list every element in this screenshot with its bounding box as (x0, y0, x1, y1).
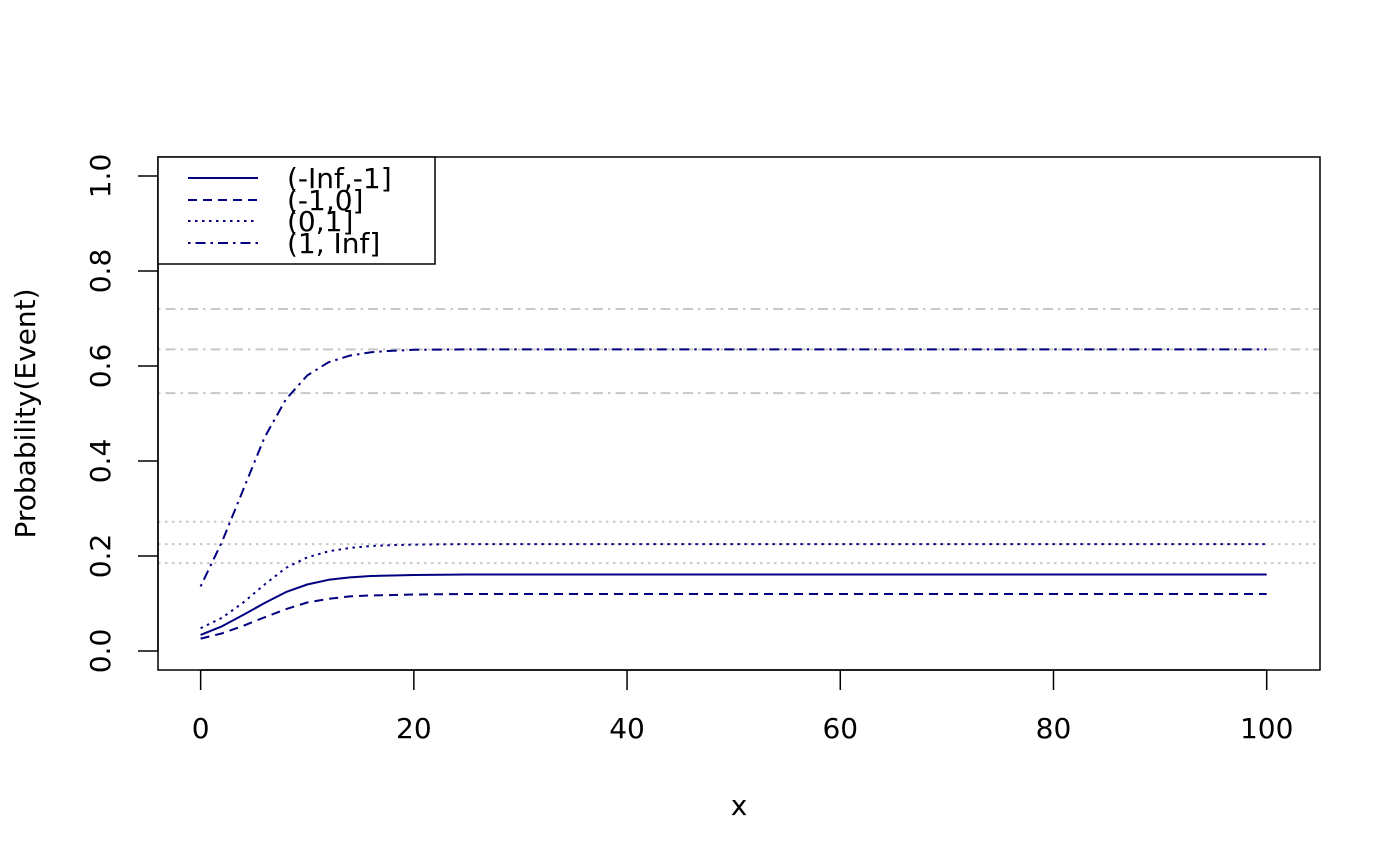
y-tick-label: 1.0 (84, 154, 117, 199)
legend-label-3: (0,1] (287, 205, 353, 238)
y-tick-label: 0.6 (84, 344, 117, 389)
y-tick-label: 0.8 (84, 249, 117, 294)
reference-lines (158, 308, 1320, 565)
series-line-4 (199, 348, 1267, 587)
x-tick-label: 0 (192, 712, 210, 745)
series-line-3 (200, 543, 1267, 630)
y-tick-label: 0.0 (84, 629, 117, 674)
x-tick-label: 100 (1240, 712, 1293, 745)
legend-label-1: (-Inf,-1] (287, 162, 392, 195)
x-tick-label: 20 (396, 712, 432, 745)
x-axis-label: x (731, 789, 748, 822)
series-lines (199, 348, 1267, 640)
legend-label-4: (1, Inf] (287, 227, 380, 260)
legend: (-Inf,-1](-1,0](0,1](1, Inf] (157, 156, 436, 265)
x-tick-label: 60 (822, 712, 858, 745)
series-line-1 (200, 573, 1267, 636)
x-tick-label: 80 (1036, 712, 1072, 745)
series-line-2 (200, 593, 1267, 640)
y-tick-label: 0.2 (84, 534, 117, 579)
y-tick-label: 0.4 (84, 439, 117, 484)
x-tick-label: 40 (609, 712, 645, 745)
y-axis-label: Probability(Event) (9, 288, 42, 538)
legend-box (157, 156, 436, 265)
y-axis: 0.0 0.2 0.4 0.6 0.8 1.0 (84, 154, 159, 674)
legend-label-2: (-1,0] (287, 184, 363, 217)
x-axis: 0 20 40 60 80 100 (192, 669, 1293, 745)
